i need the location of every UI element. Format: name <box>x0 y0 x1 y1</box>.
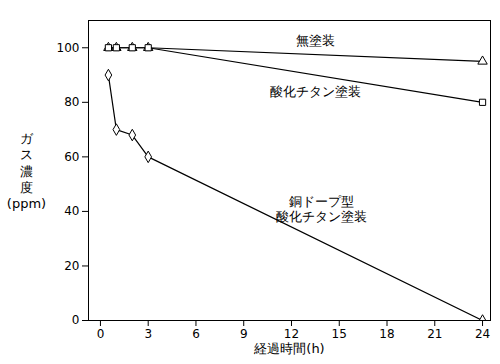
svg-text:60: 60 <box>64 150 79 164</box>
svg-text:20: 20 <box>64 259 79 273</box>
svg-text:銅ドープ型酸化チタン塗装: 銅ドープ型酸化チタン塗装 <box>276 194 367 224</box>
svg-text:21: 21 <box>427 327 442 341</box>
svg-text:12: 12 <box>284 327 299 341</box>
svg-text:酸化チタン塗装: 酸化チタン塗装 <box>270 84 361 99</box>
svg-text:無塗装: 無塗装 <box>296 33 335 48</box>
svg-text:0: 0 <box>72 313 80 327</box>
svg-text:6: 6 <box>192 327 200 341</box>
svg-text:18: 18 <box>379 327 394 341</box>
svg-text:80: 80 <box>64 95 79 109</box>
svg-text:40: 40 <box>64 204 79 218</box>
svg-text:15: 15 <box>332 327 347 341</box>
svg-text:経過時間(h): 経過時間(h) <box>253 341 324 356</box>
svg-text:0: 0 <box>97 327 105 341</box>
svg-text:ガス濃度(ppm): ガス濃度(ppm) <box>7 131 46 211</box>
svg-text:3: 3 <box>144 327 152 341</box>
svg-text:24: 24 <box>475 327 490 341</box>
svg-text:100: 100 <box>57 41 80 55</box>
svg-text:9: 9 <box>240 327 248 341</box>
